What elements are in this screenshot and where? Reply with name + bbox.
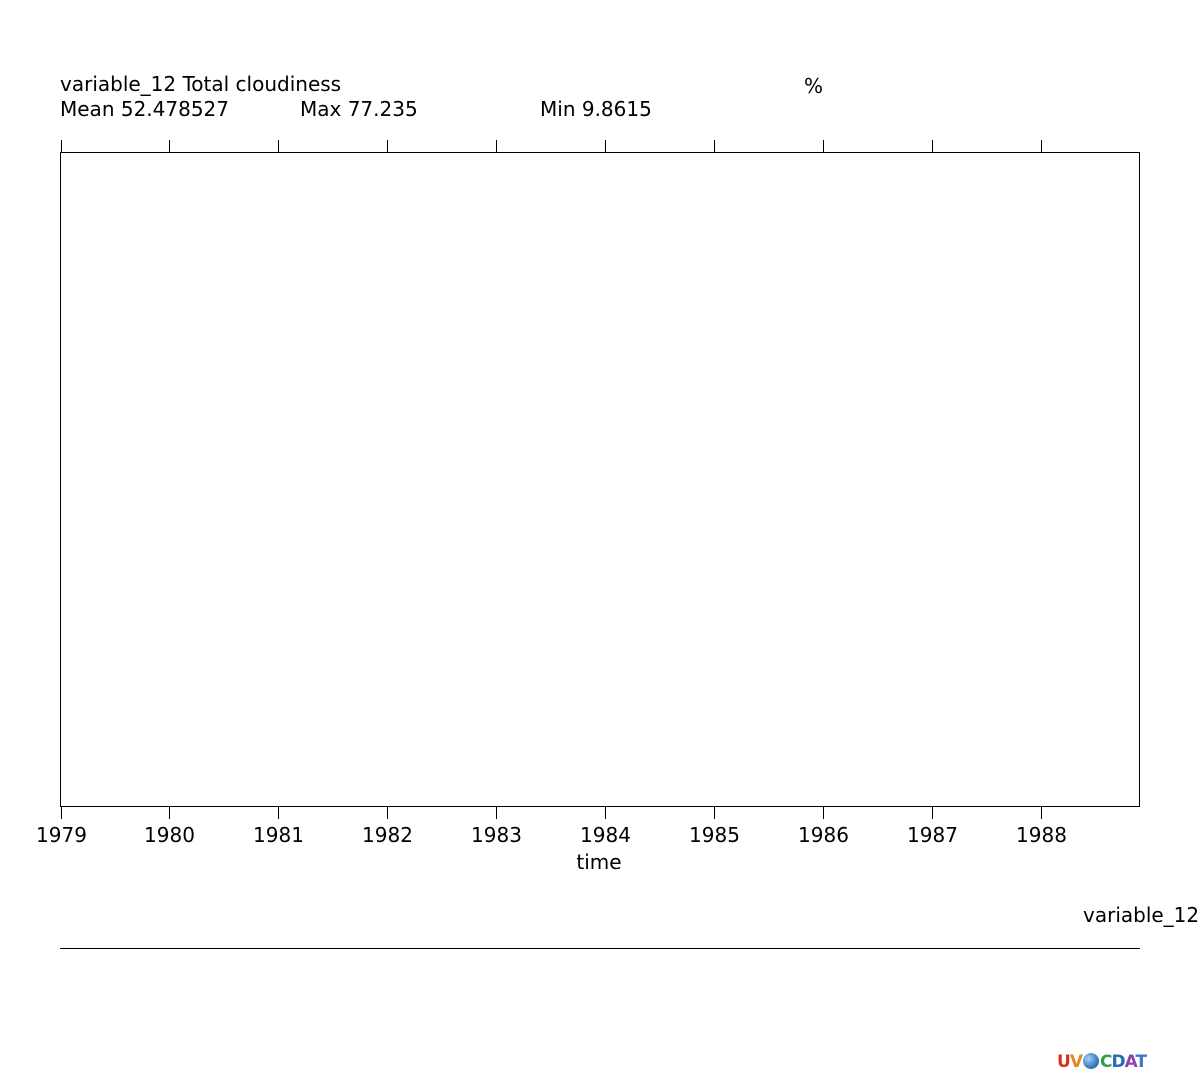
x-tick-label: 1982 bbox=[362, 823, 413, 847]
x-tick-label: 1988 bbox=[1016, 823, 1067, 847]
x-tick-label: 1986 bbox=[798, 823, 849, 847]
legend-label: variable_12 bbox=[1083, 903, 1200, 927]
x-tick-label: 1985 bbox=[689, 823, 740, 847]
variable-title: variable_12 Total cloudiness bbox=[60, 72, 342, 96]
globe-icon bbox=[1082, 1053, 1099, 1069]
logo-letter: T bbox=[1135, 1052, 1147, 1072]
plot-frame bbox=[60, 152, 1140, 807]
max-label: Max 77.235 bbox=[300, 97, 418, 121]
x-tick-label: 1987 bbox=[907, 823, 958, 847]
x-tick-label: 1979 bbox=[36, 823, 87, 847]
uvcdat-logo: UV CDAT bbox=[1057, 1052, 1147, 1072]
top-tick-marks bbox=[61, 140, 1042, 152]
logo-letter: D bbox=[1111, 1052, 1125, 1072]
min-label: Min 9.8615 bbox=[540, 97, 652, 121]
x-axis-label: time bbox=[576, 850, 621, 874]
logo-letter: U bbox=[1057, 1052, 1071, 1072]
logo-letter: C bbox=[1099, 1052, 1113, 1072]
x-tick-labels: 1979 1980 1981 1982 1983 1984 1985 1986 1987 1988 bbox=[36, 823, 1067, 847]
x-tick-label: 1980 bbox=[144, 823, 195, 847]
x-tick-label: 1981 bbox=[253, 823, 304, 847]
mean-label: Mean 52.478527 bbox=[60, 97, 230, 121]
x-tick-label: 1984 bbox=[580, 823, 631, 847]
x-tick-label: 1983 bbox=[471, 823, 522, 847]
logo-letter: A bbox=[1124, 1052, 1137, 1072]
units-label: % bbox=[804, 74, 824, 98]
logo-letter: V bbox=[1069, 1052, 1083, 1072]
bottom-tick-marks bbox=[61, 807, 1042, 819]
